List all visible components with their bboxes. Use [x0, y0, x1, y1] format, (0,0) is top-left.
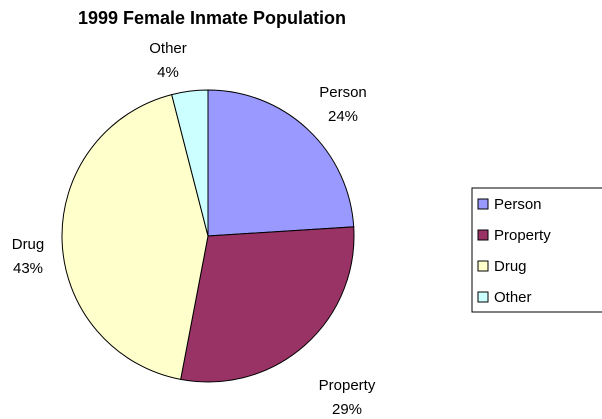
chart-title: 1999 Female Inmate Population [78, 8, 346, 28]
legend-label: Property [494, 227, 551, 244]
slice-value-label: 24% [328, 108, 358, 125]
slice-label: Other [149, 40, 187, 57]
legend-label: Other [494, 289, 532, 306]
legend-box [471, 187, 602, 313]
legend-swatch [477, 291, 489, 303]
slice-value-label: 4% [157, 64, 179, 81]
slice-value-label: 29% [332, 401, 362, 418]
slice-label: Person [319, 84, 367, 101]
legend-swatch [477, 260, 489, 272]
pie-slice [171, 89, 209, 237]
pie-slice [61, 93, 209, 380]
pie-slice [180, 226, 355, 383]
pie-slice [207, 89, 355, 237]
slice-value-label: 43% [13, 260, 43, 277]
legend-swatch [477, 229, 489, 241]
slice-label: Drug [12, 236, 45, 253]
legend-label: Person [494, 196, 542, 213]
legend-label: Drug [494, 258, 527, 275]
slice-label: Property [319, 377, 376, 394]
legend-swatch [477, 198, 489, 210]
